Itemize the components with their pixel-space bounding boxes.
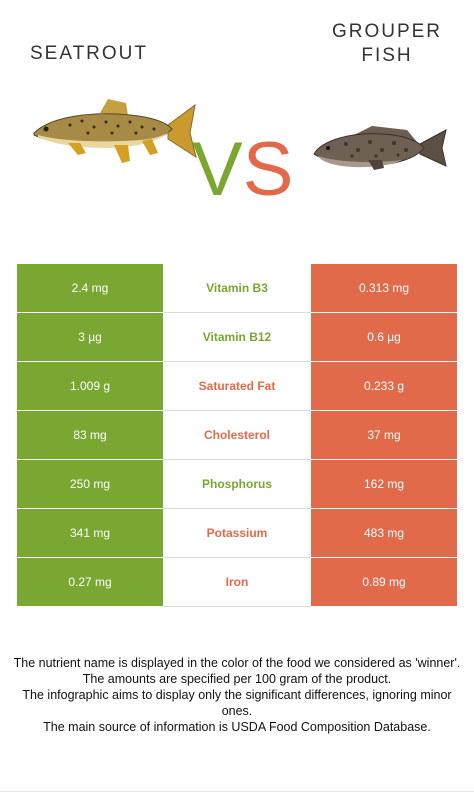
footer-line: The nutrient name is displayed in the co… [13,656,461,670]
table-row: 1.009 g Saturated Fat 0.233 g [17,362,457,411]
right-value: 37 mg [311,411,457,460]
footer-line: The infographic aims to display only the… [22,688,452,718]
seatrout-image [33,99,197,163]
right-value: 0.6 µg [311,313,457,362]
bottom-divider [0,791,474,792]
nutrient-name: Iron [163,558,311,607]
left-value: 0.27 mg [17,558,163,607]
table-row: 0.27 mg Iron 0.89 mg [17,558,457,607]
right-value: 0.233 g [311,362,457,411]
grouper-image [313,126,447,170]
left-food-title: SEATROUT [29,43,149,64]
footer-notes: The nutrient name is displayed in the co… [10,655,464,735]
right-value: 483 mg [311,509,457,558]
table-row: 3 µg Vitamin B12 0.6 µg [17,313,457,362]
right-food-title: GROUPER FISH [331,21,443,66]
right-value: 0.313 mg [311,264,457,313]
right-value: 0.89 mg [311,558,457,607]
left-value: 341 mg [17,509,163,558]
nutrient-name: Potassium [163,509,311,558]
left-value: 250 mg [17,460,163,509]
left-value: 83 mg [17,411,163,460]
nutrient-name: Cholesterol [163,411,311,460]
left-value: 3 µg [17,313,163,362]
comparison-table: 2.4 mg Vitamin B3 0.313 mg 3 µg Vitamin … [17,264,457,607]
table-row: 341 mg Potassium 483 mg [17,509,457,558]
nutrient-name: Vitamin B12 [163,313,311,362]
footer-line: The amounts are specified per 100 gram o… [82,672,392,686]
vs-label: VS [192,130,293,210]
left-value: 2.4 mg [17,264,163,313]
right-value: 162 mg [311,460,457,509]
vs-s: S [242,127,294,212]
footer-line: The main source of information is USDA F… [43,720,431,734]
table-row: 83 mg Cholesterol 37 mg [17,411,457,460]
table-row: 2.4 mg Vitamin B3 0.313 mg [17,264,457,313]
nutrient-name: Phosphorus [163,460,311,509]
vs-v: V [192,127,243,212]
nutrient-name: Vitamin B3 [163,264,311,313]
nutrient-name: Saturated Fat [163,362,311,411]
left-value: 1.009 g [17,362,163,411]
table-row: 250 mg Phosphorus 162 mg [17,460,457,509]
